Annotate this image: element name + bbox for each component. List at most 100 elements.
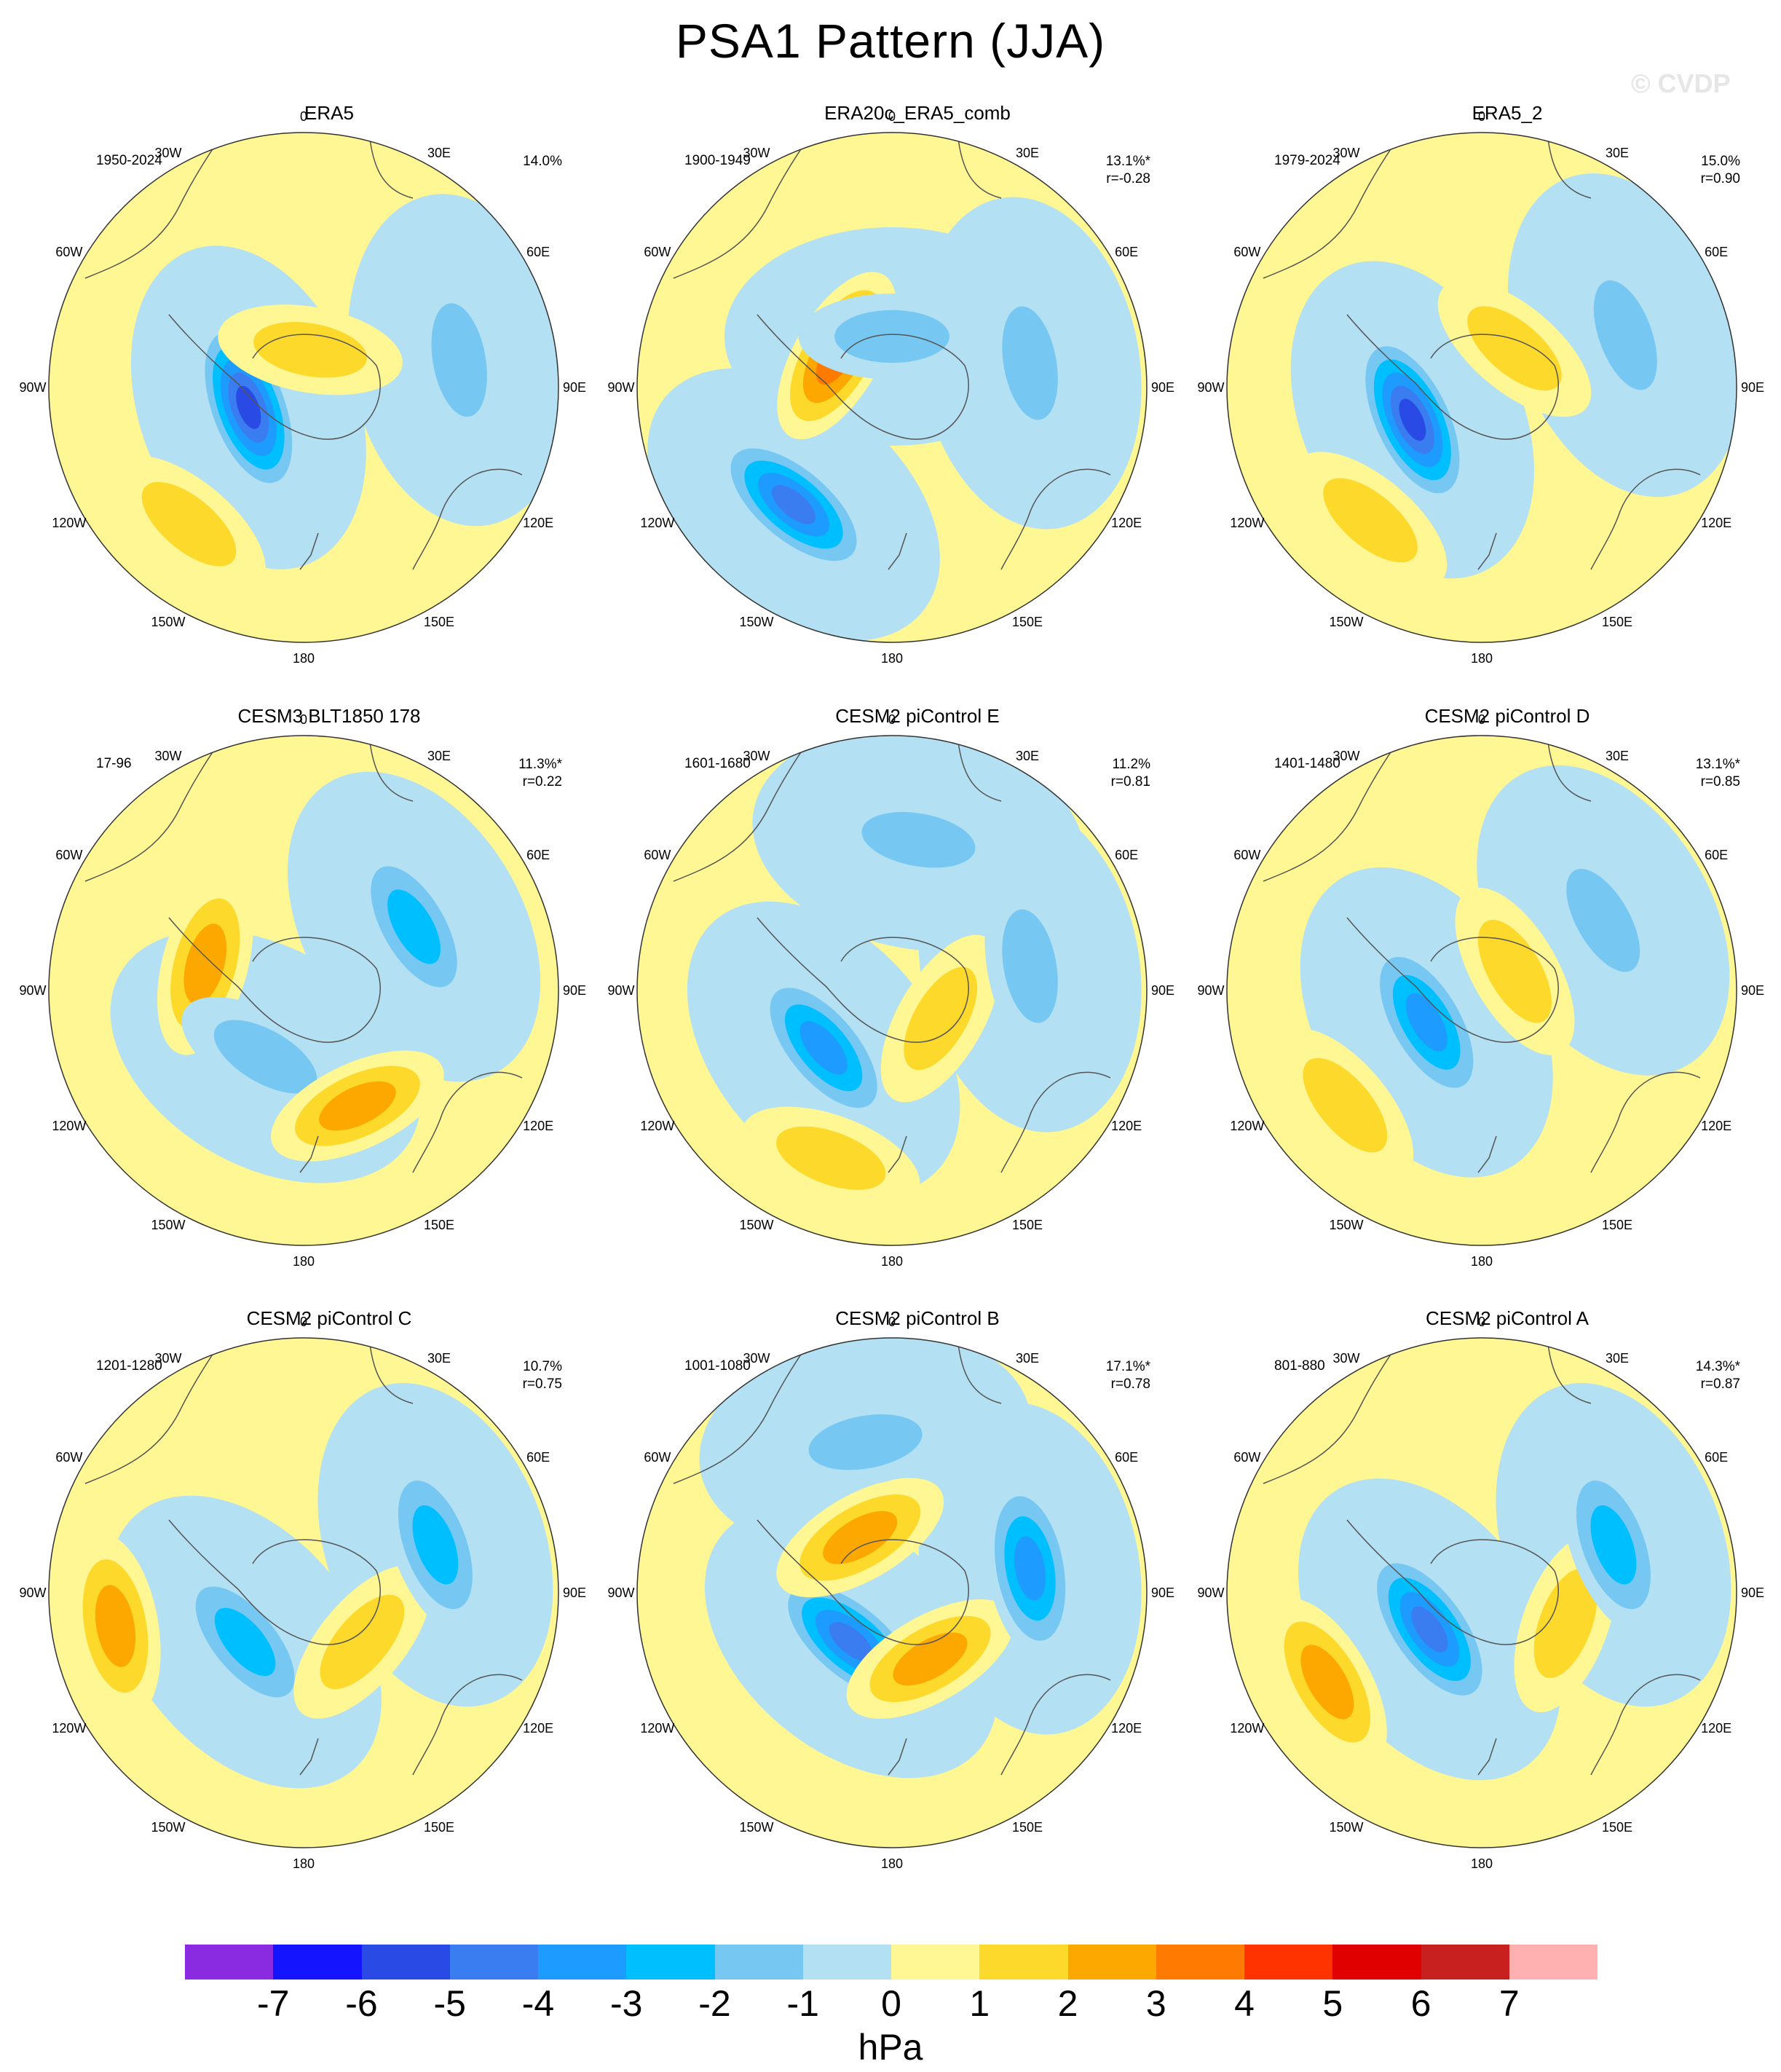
colorbar-tick-label: -4 bbox=[521, 1983, 555, 2024]
longitude-label: 180 bbox=[293, 1856, 315, 1871]
new-zealand-coastline bbox=[888, 1738, 907, 1776]
negative-contour bbox=[1593, 280, 1657, 390]
colorbar-swatch bbox=[979, 1945, 1068, 1980]
longitude-label: 90E bbox=[563, 380, 586, 395]
antarctica-coastline bbox=[168, 1519, 381, 1645]
colorbar-swatch bbox=[538, 1945, 627, 1980]
longitude-label: 120E bbox=[1701, 1721, 1731, 1736]
colorbar-swatch bbox=[1332, 1945, 1421, 1980]
australia-coastline bbox=[1590, 468, 1701, 570]
australia-coastline bbox=[1590, 1071, 1701, 1173]
panel-title: CESM2 piControl A bbox=[1426, 1307, 1589, 1329]
antarctica-coastline bbox=[168, 314, 381, 440]
longitude-label: 120E bbox=[1701, 516, 1731, 530]
longitude-label: 180 bbox=[1471, 1856, 1493, 1871]
longitude-label: 60W bbox=[55, 1450, 82, 1465]
south-america-coastline bbox=[673, 133, 813, 279]
colorbar-tick-label: 6 bbox=[1410, 1983, 1431, 2024]
negative-contour bbox=[808, 1414, 923, 1470]
longitude-label: 180 bbox=[293, 1254, 315, 1269]
panel-stats: 14.3%* r=0.87 bbox=[1660, 1358, 1740, 1393]
longitude-label: 180 bbox=[881, 651, 903, 666]
negative-contour bbox=[1411, 1606, 1448, 1653]
polar-map: 0 30E 60E 90E 120E 150E 180 150W 120W 90W 60W 30W bbox=[19, 1315, 586, 1871]
longitude-label: 30E bbox=[1606, 146, 1629, 160]
longitude-label: 90E bbox=[1741, 380, 1764, 395]
longitude-label: 120W bbox=[640, 1721, 674, 1736]
panel-period: 1401-1480 bbox=[1274, 756, 1340, 771]
negative-contour bbox=[1566, 869, 1640, 972]
panel-title: CESM2 piControl C bbox=[246, 1307, 412, 1329]
map-boundary bbox=[1226, 132, 1737, 643]
longitude-label: 120W bbox=[640, 516, 674, 530]
polar-map: 0 30E 60E 90E 120E 150E 180 150W 120W 90W 60W 30W bbox=[19, 109, 586, 666]
figure-title: PSA1 Pattern (JJA) bbox=[675, 14, 1106, 68]
longitude-label: 150W bbox=[151, 1820, 185, 1835]
negative-contour bbox=[387, 889, 441, 964]
colorbar-swatch bbox=[1421, 1945, 1509, 1980]
colorbar-tick-label: 4 bbox=[1234, 1983, 1255, 2024]
panel-stats: 10.7% r=0.75 bbox=[482, 1358, 562, 1393]
negative-contour bbox=[431, 303, 487, 417]
antarctica-coastline bbox=[757, 314, 969, 440]
south-america-coastline bbox=[673, 736, 813, 882]
antarctica-coastline bbox=[1346, 314, 1559, 440]
antarctica-coastline bbox=[1346, 917, 1559, 1043]
panel-variance: 13.1%* bbox=[1105, 154, 1150, 169]
colorbar-swatch bbox=[1509, 1945, 1598, 1980]
map-panel: 0 30E 60E 90E 120E 150E 180 150W 120W 90W 60W 30W CE… bbox=[1197, 1307, 1781, 1890]
panel-pattern-corr: r=0.81 bbox=[1110, 774, 1150, 789]
longitude-label: 90E bbox=[1151, 983, 1174, 998]
longitude-label: 30W bbox=[743, 749, 770, 763]
longitude-label: 120E bbox=[523, 1721, 553, 1736]
longitude-label: 90W bbox=[607, 983, 634, 998]
longitude-label: 30W bbox=[743, 146, 770, 160]
positive-contour bbox=[253, 322, 368, 378]
negative-contour bbox=[1002, 909, 1058, 1023]
panel-stats: 11.2% r=0.81 bbox=[1070, 756, 1150, 791]
polar-map: 0 30E 60E 90E 120E 150E 180 150W 120W 90W 60W 30W bbox=[19, 712, 586, 1269]
new-zealand-coastline bbox=[888, 1135, 907, 1173]
colorbar-tick-label: 3 bbox=[1145, 1983, 1166, 2024]
positive-contour bbox=[1467, 306, 1562, 391]
negative-contour bbox=[1399, 398, 1426, 441]
panel-pattern-corr: r=0.22 bbox=[522, 774, 562, 789]
south-america-coastline bbox=[1263, 133, 1402, 279]
colorbar-swatch bbox=[273, 1945, 362, 1980]
longitude-label: 90W bbox=[607, 380, 634, 395]
negative-contour bbox=[799, 1021, 848, 1075]
longitude-label: 60W bbox=[55, 245, 82, 259]
polar-map: 0 30E 60E 90E 120E 150E 180 150W 120W 90W 60W 30W bbox=[607, 109, 1174, 666]
map-panel: 0 30E 60E 90E 120E 150E 180 150W 120W 90W 60W 30W CE… bbox=[19, 1307, 613, 1890]
map-boundary bbox=[48, 1337, 559, 1848]
polar-map: 0 30E 60E 90E 120E 150E 180 150W 120W 90W 60W 30W bbox=[1197, 109, 1764, 666]
colorbar-swatch bbox=[185, 1945, 274, 1980]
longitude-label: 30E bbox=[1606, 749, 1629, 763]
new-zealand-coastline bbox=[888, 532, 907, 570]
longitude-label: 120E bbox=[1701, 1119, 1731, 1133]
longitude-label: 60E bbox=[1705, 848, 1728, 862]
negative-contour bbox=[236, 385, 261, 430]
colorbar-swatch bbox=[802, 1945, 891, 1980]
panel-title: ERA20c_ERA5_comb bbox=[824, 102, 1011, 124]
map-panel: 0 30E 60E 90E 120E 150E 180 150W 120W 90W 60W 30W ER… bbox=[1197, 102, 1781, 685]
longitude-label: 60W bbox=[1233, 848, 1260, 862]
panel-title: CESM2 piControl B bbox=[835, 1307, 1000, 1329]
africa-coastline bbox=[957, 133, 1002, 199]
panel-variance: 14.3%* bbox=[1695, 1359, 1740, 1374]
australia-coastline bbox=[412, 468, 523, 570]
longitude-label: 150W bbox=[151, 1218, 185, 1232]
longitude-label: 120W bbox=[1230, 1721, 1264, 1736]
longitude-label: 120W bbox=[52, 1119, 86, 1133]
longitude-label: 90E bbox=[1151, 380, 1174, 395]
south-america-coastline bbox=[1263, 1338, 1402, 1484]
longitude-label: 150W bbox=[1329, 615, 1363, 629]
field-layer bbox=[49, 736, 558, 1245]
south-america-coastline bbox=[673, 1338, 813, 1484]
new-zealand-coastline bbox=[299, 1135, 319, 1173]
south-america-coastline bbox=[84, 1338, 224, 1484]
longitude-label: 120W bbox=[52, 1721, 86, 1736]
field-layer bbox=[637, 736, 1147, 1245]
longitude-label: 30W bbox=[1332, 146, 1359, 160]
longitude-label: 150E bbox=[1602, 615, 1632, 629]
